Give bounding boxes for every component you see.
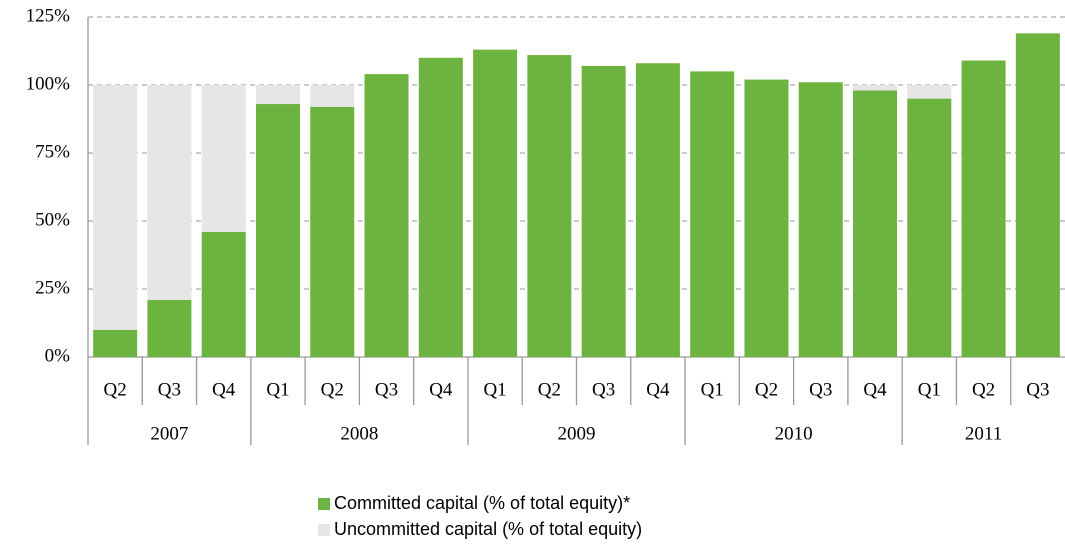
bar-segment (93, 85, 138, 330)
bar-segment (798, 82, 843, 357)
bar-segment (907, 98, 952, 357)
bar-segment (907, 85, 952, 99)
bar-segment (310, 106, 355, 357)
x-tick-label: Q2 (538, 379, 561, 400)
bar-segment (690, 71, 735, 358)
group-label: 2007 (150, 423, 188, 444)
x-tick-label: Q2 (104, 379, 127, 400)
bar-segment (635, 63, 680, 358)
bar-segment (201, 85, 246, 232)
x-tick-label: Q2 (755, 379, 778, 400)
x-tick-label: Q3 (375, 379, 398, 400)
x-tick-label: Q1 (918, 379, 941, 400)
x-tick-label: Q1 (701, 379, 724, 400)
x-tick-label: Q4 (212, 379, 236, 400)
bar-segment (853, 85, 898, 91)
bar-segment (581, 65, 626, 358)
y-tick-label: 25% (35, 277, 70, 298)
x-tick-label: Q1 (266, 379, 289, 400)
bar-segment (147, 299, 192, 357)
y-tick-label: 0% (45, 345, 71, 366)
bar-segment (744, 79, 789, 357)
bar-segment (255, 85, 300, 105)
x-tick-label: Q4 (646, 379, 670, 400)
x-tick-label: Q2 (321, 379, 344, 400)
bar-segment (1015, 33, 1060, 357)
x-tick-label: Q1 (483, 379, 506, 400)
group-label: 2010 (775, 423, 813, 444)
bar-segment (93, 329, 138, 357)
bar-segment (473, 49, 518, 357)
legend-swatch (318, 498, 330, 510)
y-tick-label: 100% (26, 73, 71, 94)
y-tick-label: 50% (35, 209, 70, 230)
bar-segment (527, 55, 572, 358)
group-label: 2008 (340, 423, 378, 444)
bar-segment (255, 104, 300, 357)
x-tick-label: Q4 (863, 379, 887, 400)
bar-segment (310, 85, 355, 107)
x-tick-label: Q3 (592, 379, 615, 400)
x-tick-label: Q3 (158, 379, 181, 400)
y-tick-label: 75% (35, 141, 70, 162)
bar-segment (201, 231, 246, 357)
legend-swatch (318, 524, 330, 536)
bar-segment (961, 60, 1006, 358)
x-tick-label: Q4 (429, 379, 453, 400)
bar-segment (364, 74, 409, 358)
group-label: 2011 (965, 423, 1002, 444)
legend-label: Uncommitted capital (% of total equity) (334, 519, 642, 539)
x-tick-label: Q3 (809, 379, 832, 400)
x-tick-label: Q3 (1026, 379, 1049, 400)
bar-segment (418, 57, 463, 358)
group-label: 2009 (558, 423, 596, 444)
bar-segment (147, 85, 192, 300)
bar-segment (853, 90, 898, 357)
x-tick-label: Q2 (972, 379, 995, 400)
legend-label: Committed capital (% of total equity)* (334, 493, 630, 513)
y-tick-label: 125% (26, 5, 71, 26)
